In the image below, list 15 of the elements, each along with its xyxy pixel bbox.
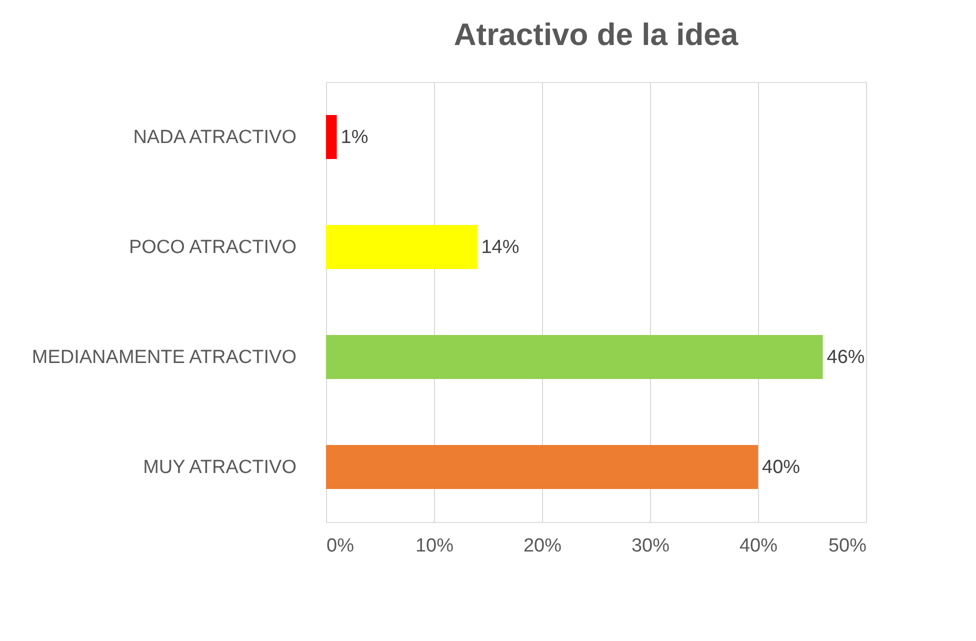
y-tick-label: MUY ATRACTIVO bbox=[143, 457, 296, 478]
data-label: 46% bbox=[826, 347, 865, 368]
x-tick-label: 40% bbox=[739, 536, 778, 556]
y-tick-label: NADA ATRACTIVO bbox=[133, 127, 296, 148]
x-tick-label: 20% bbox=[523, 536, 562, 556]
data-label: 1% bbox=[340, 127, 368, 148]
y-tick-label: MEDIANAMENTE ATRACTIVO bbox=[32, 347, 296, 368]
data-label: 40% bbox=[762, 457, 800, 478]
chart-title: Atractivo de la idea bbox=[454, 17, 739, 52]
x-tick-label: 50% bbox=[828, 536, 867, 556]
y-tick-label: POCO ATRACTIVO bbox=[128, 237, 296, 258]
x-tick-label: 30% bbox=[631, 536, 670, 556]
x-tick-label: 10% bbox=[415, 536, 454, 556]
x-tick-label: 0% bbox=[326, 536, 354, 556]
data-label: 14% bbox=[481, 237, 520, 258]
